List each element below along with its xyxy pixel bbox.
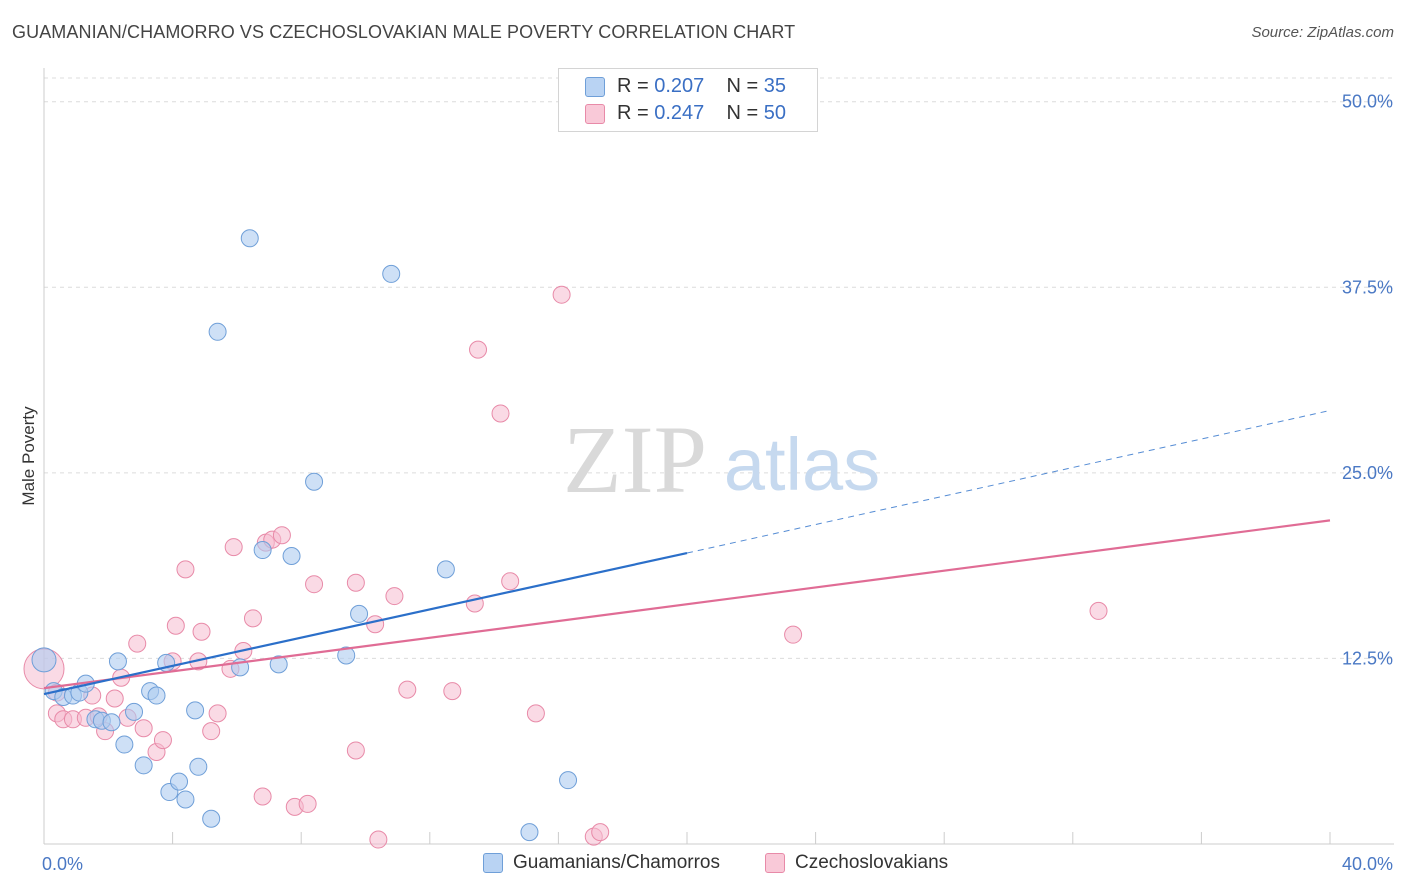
series-guamanians-points — [31, 229, 578, 842]
guamanians-point — [186, 701, 205, 720]
czechoslovakians-point — [298, 794, 317, 813]
guamanians-point — [520, 823, 539, 842]
watermark-zip: ZIP — [563, 406, 707, 513]
guamanians-point — [436, 560, 455, 579]
series-legend: Guamanians/Chamorros Czechoslovakians — [0, 852, 1406, 876]
czechoslovakians-point — [208, 704, 227, 723]
series-legend-swatch-czechoslovakians — [765, 853, 785, 873]
x-tick-label: 40.0% — [1342, 854, 1393, 874]
guamanians-point — [176, 790, 195, 809]
guamanians-point — [382, 264, 401, 283]
legend-swatch-czechoslovakians — [585, 104, 605, 124]
guamanians-point — [240, 229, 259, 248]
czechoslovakians-point — [385, 587, 404, 606]
czechoslovakians-point — [366, 615, 385, 634]
czechoslovakians-point — [346, 573, 365, 592]
guamanians-point — [337, 646, 356, 665]
y-tick-label: 50.0% — [1342, 92, 1393, 112]
guamanians-point — [102, 713, 121, 732]
czechoslovakians-point — [128, 634, 147, 653]
trend-lines — [43, 410, 1331, 696]
guamanians-point — [189, 757, 208, 776]
guamanians-point — [350, 604, 369, 623]
y-tick-label: 25.0% — [1342, 463, 1393, 483]
guamanians-trend-line — [43, 551, 688, 696]
czechoslovakians-point — [224, 538, 243, 557]
guamanians-point — [147, 686, 166, 705]
czechoslovakians-point — [253, 787, 272, 806]
czechoslovakians-point — [105, 689, 124, 708]
correlation-legend: R = 0.207 N = 35 R = 0.247 N = 50 — [558, 68, 818, 132]
grid-lines — [44, 77, 1394, 659]
series-legend-label-guamanians: Guamanians/Chamorros — [513, 852, 720, 873]
czechoslovakians-point — [166, 616, 185, 635]
guamanians-point — [31, 647, 57, 673]
czechoslovakians-point — [176, 560, 195, 579]
legend-n-label: N = — [726, 75, 759, 97]
guamanians-point — [115, 735, 134, 754]
czechoslovakians-point — [398, 680, 417, 699]
axes — [43, 68, 1394, 845]
series-czechoslovakians-points — [23, 285, 1108, 849]
x-tick-label: 0.0% — [42, 854, 83, 874]
guamanians-point — [170, 772, 189, 791]
series-legend-swatch-guamanians — [483, 853, 503, 873]
guamanians-point — [269, 655, 288, 674]
czechoslovakians-point — [784, 625, 803, 644]
chart-source: Source: ZipAtlas.com — [1251, 24, 1394, 41]
czechoslovakians-point — [591, 823, 610, 842]
czechoslovakians-point — [469, 340, 488, 359]
czechoslovakians-point — [202, 722, 221, 741]
legend-r-value: 0.247 — [654, 102, 705, 124]
guamanians-point — [108, 652, 127, 671]
guamanians-point — [559, 771, 578, 790]
czechoslovakians-trend-line — [43, 519, 1331, 690]
czechoslovakians-point — [192, 622, 211, 641]
czechoslovakians-point — [501, 572, 520, 591]
watermark-atlas: atlas — [724, 423, 880, 506]
czechoslovakians-point — [526, 704, 545, 723]
czechoslovakians-point — [443, 682, 462, 701]
legend-r-value: 0.207 — [654, 75, 705, 97]
y-axis-title: Male Poverty — [19, 406, 38, 506]
legend-swatch-guamanians — [585, 77, 605, 97]
guamanians-point — [134, 756, 153, 775]
y-tick-label: 37.5% — [1342, 277, 1393, 297]
legend-n-label: N = — [726, 102, 759, 124]
czechoslovakians-point — [272, 526, 291, 545]
guamanians-point — [208, 322, 227, 341]
czechoslovakians-point — [305, 575, 324, 594]
legend-r-label: R = — [617, 75, 649, 97]
czechoslovakians-point — [153, 731, 172, 750]
tick-labels: 12.5% 25.0% 37.5% 50.0% 0.0% 40.0% — [42, 92, 1393, 874]
guamanians-point — [305, 472, 324, 491]
y-tick-label: 12.5% — [1342, 648, 1393, 668]
legend-text-guamanians: R = 0.207 N = 35 — [617, 75, 786, 98]
legend-n-value: 35 — [763, 75, 787, 97]
guamanians-point — [125, 702, 144, 721]
chart-title: GUAMANIAN/CHAMORRO VS CZECHOSLOVAKIAN MA… — [12, 22, 796, 42]
guamanians-point — [202, 809, 221, 828]
legend-n-value: 50 — [763, 102, 787, 124]
czechoslovakians-point — [134, 719, 153, 738]
guamanians-point — [253, 541, 272, 560]
legend-r-label: R = — [617, 102, 649, 124]
watermark: ZIP atlas — [563, 406, 880, 513]
czechoslovakians-point — [346, 741, 365, 760]
czechoslovakians-point — [491, 404, 510, 423]
czechoslovakians-point — [369, 830, 388, 849]
czechoslovakians-point — [1089, 601, 1108, 620]
legend-text-czechoslovakians: R = 0.247 N = 50 — [617, 102, 786, 125]
guamanians-point — [282, 546, 301, 565]
czechoslovakians-point — [552, 285, 571, 304]
czechoslovakians-point — [243, 609, 262, 628]
series-legend-label-czechoslovakians: Czechoslovakians — [795, 852, 949, 873]
